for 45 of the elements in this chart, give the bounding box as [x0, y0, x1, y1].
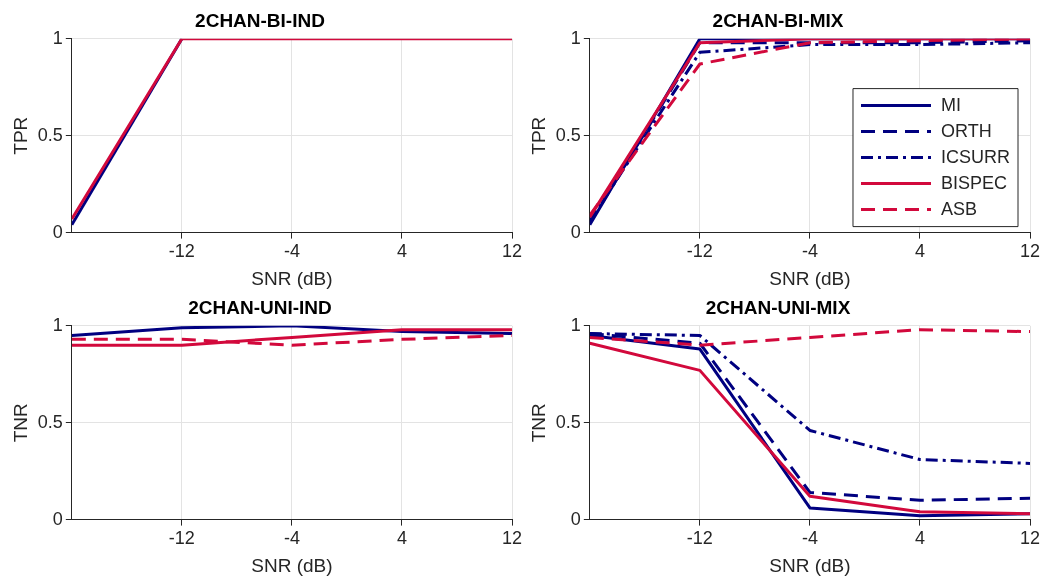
x-tick-label: 12 [501, 241, 523, 262]
x-tick-label: 4 [914, 528, 925, 549]
x-tick-label: 4 [396, 528, 407, 549]
x-tick-label: 12 [1019, 241, 1041, 262]
y-tick-label: 1 [52, 314, 63, 335]
x-tick-label: -4 [283, 528, 300, 549]
y-axis-title: TNR [9, 403, 31, 443]
y-tick-label: 0 [570, 508, 581, 529]
x-axis-title: SNR (dB) [251, 267, 333, 289]
y-axis-title: TNR [527, 403, 549, 443]
y-axis-title: TPR [527, 116, 549, 155]
y-tick-label: 1 [570, 27, 581, 48]
y-tick-label: 0 [52, 221, 63, 242]
x-tick-label: -4 [801, 528, 818, 549]
x-tick-label: -4 [283, 241, 300, 262]
legend-label: ASB [941, 198, 978, 219]
x-tick-label: -12 [168, 528, 195, 549]
chart-title: 2CHAN-UNI-MIX [705, 296, 851, 318]
x-tick-label: -4 [801, 241, 818, 262]
legend-label: ICSURR [941, 146, 1011, 167]
x-tick-label: 12 [1019, 528, 1041, 549]
legend-label: MI [941, 94, 961, 115]
x-tick-label: 4 [914, 241, 925, 262]
x-tick-label: -12 [686, 528, 713, 549]
chart-title: 2CHAN-UNI-IND [188, 296, 332, 318]
chart-title: 2CHAN-BI-MIX [712, 9, 844, 31]
x-axis-title: SNR (dB) [251, 554, 333, 576]
x-tick-label: 4 [396, 241, 407, 262]
y-tick-label: 0.5 [555, 411, 581, 432]
x-axis-title: SNR (dB) [769, 267, 851, 289]
y-tick-label: 1 [570, 314, 581, 335]
y-axis-title: TPR [9, 116, 31, 155]
y-tick-label: 0.5 [555, 124, 581, 145]
x-tick-label: -12 [168, 241, 195, 262]
y-tick-label: 0 [52, 508, 63, 529]
x-tick-label: -12 [686, 241, 713, 262]
y-tick-label: 0.5 [37, 411, 63, 432]
chart-title: 2CHAN-BI-IND [195, 9, 325, 31]
x-axis-title: SNR (dB) [769, 554, 851, 576]
legend-label: BISPEC [941, 172, 1008, 193]
legend-label: ORTH [941, 120, 992, 141]
y-tick-label: 1 [52, 27, 63, 48]
y-tick-label: 0.5 [37, 124, 63, 145]
x-tick-label: 12 [501, 528, 523, 549]
y-tick-label: 0 [570, 221, 581, 242]
